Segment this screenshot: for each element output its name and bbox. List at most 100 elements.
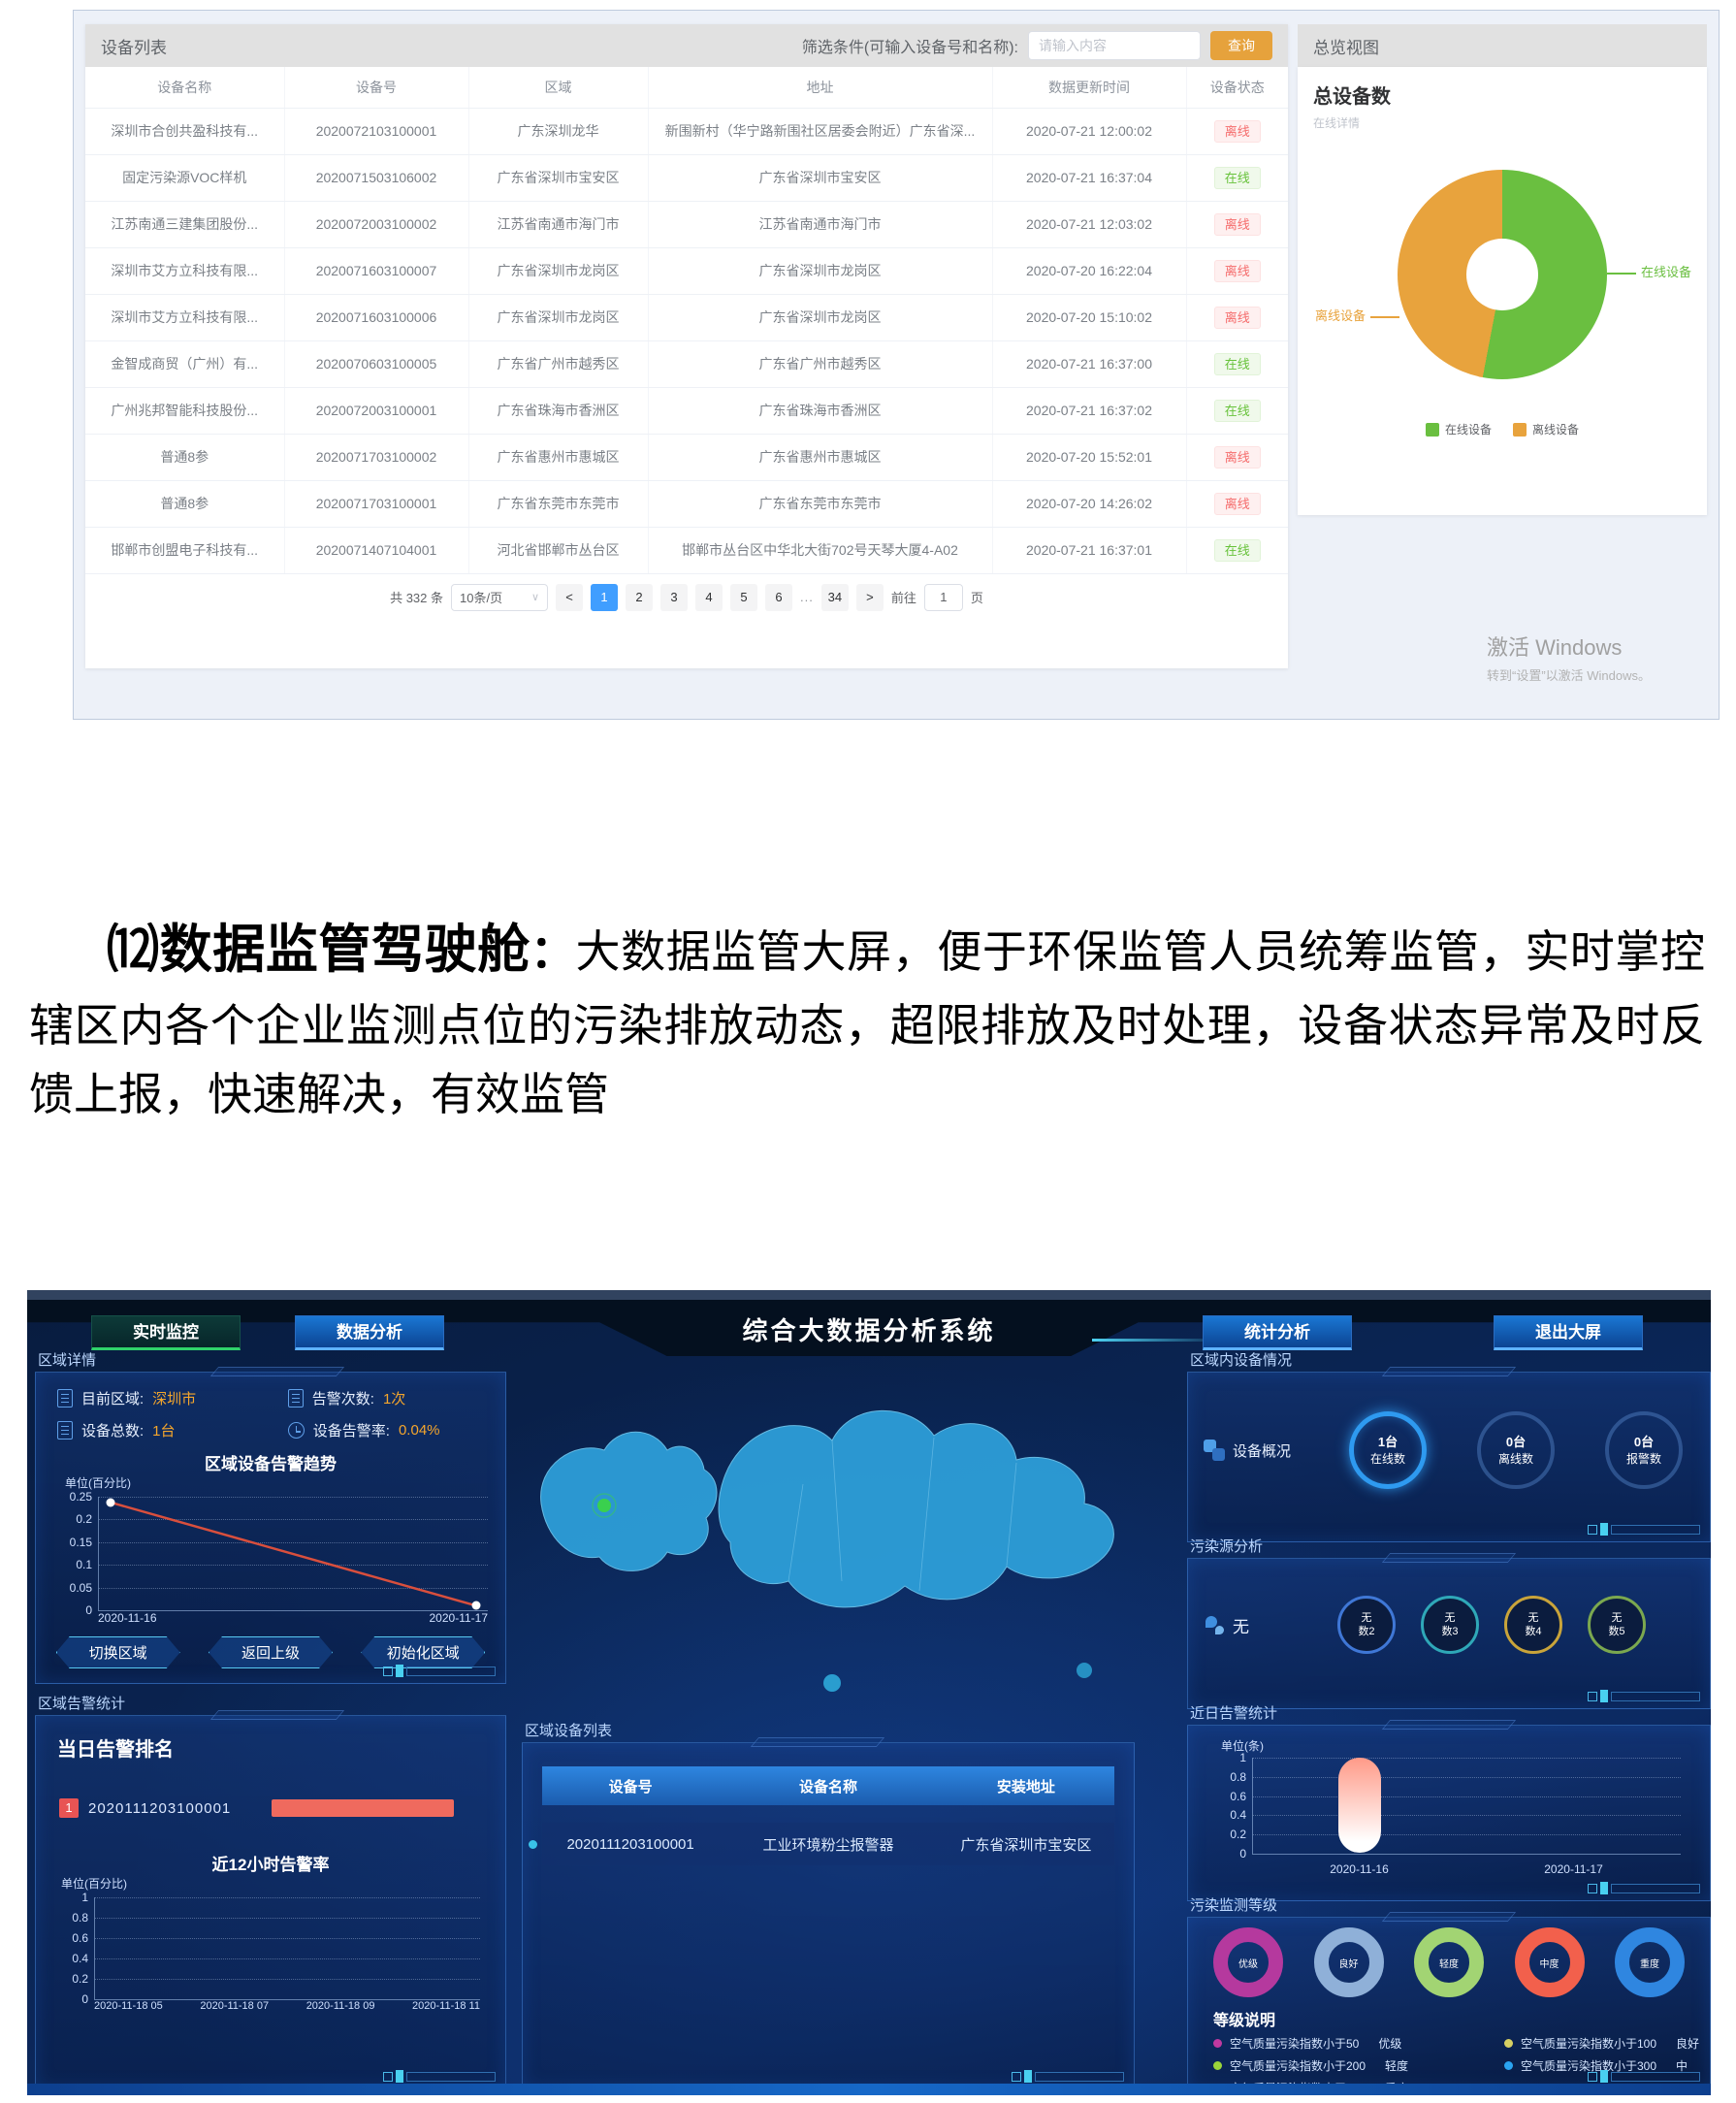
- field-device-total: 设备总数: 1台: [57, 1420, 288, 1440]
- cell-region: 广东省广州市越秀区: [468, 340, 649, 388]
- table-row: 广州兆邦智能科技股份... 2020072003100001 广东省珠海市香洲区…: [85, 387, 1288, 435]
- doc-icon: [287, 1389, 304, 1407]
- panel-scrollbar[interactable]: [383, 1665, 496, 1677]
- overview-header: 总览视图: [1298, 24, 1707, 67]
- panel-scrollbar[interactable]: [1012, 2070, 1124, 2083]
- map-device-dot[interactable]: [597, 1499, 611, 1512]
- legend-offline[interactable]: 离线设备: [1513, 421, 1579, 437]
- nav-realtime-button[interactable]: 实时监控: [91, 1315, 241, 1350]
- cell-time: 2020-07-21 16:37:01: [992, 527, 1187, 574]
- region-fields: 目前区域: 深圳市 告警次数: 1次 设备总数: 1台 设备告警率: 0.04%: [36, 1373, 505, 1440]
- level-rings: 优级 良好 轻度 中度 重度: [1188, 1918, 1710, 1997]
- panel-scrollbar[interactable]: [1588, 2070, 1700, 2083]
- cell-addr: 广东省珠海市香洲区: [648, 387, 993, 435]
- cell-time: 2020-07-20 16:22:04: [992, 247, 1187, 295]
- map-main-district[interactable]: [718, 1409, 1114, 1608]
- next-page-button[interactable]: >: [855, 583, 884, 611]
- panel-tab-decoration: [1382, 1553, 1517, 1563]
- map-decor-dot: [1077, 1663, 1092, 1678]
- online-callout: 在线设备: [1606, 262, 1691, 280]
- page-button-1[interactable]: 1: [591, 583, 619, 611]
- dashboard-table-row[interactable]: 2020111203100001 工业环境粉尘报警器 广东省深圳市宝安区: [529, 1823, 1114, 1865]
- page-ellipsis[interactable]: ...: [800, 590, 814, 604]
- col-time: 数据更新时间: [992, 67, 1187, 109]
- nav-exit-button[interactable]: 退出大屏: [1494, 1315, 1643, 1350]
- cell-no: 2020071603100006: [284, 294, 469, 341]
- table-row: 普通8参 2020071703100001 广东省东莞市东莞市 广东省东莞市东莞…: [85, 480, 1288, 528]
- nav-analysis-button[interactable]: 数据分析: [295, 1315, 444, 1350]
- cell-region: 广东省深圳市龙岗区: [468, 247, 649, 295]
- header-accent-line: [1092, 1339, 1220, 1342]
- cell-addr: 江苏省南通市海门市: [648, 201, 993, 248]
- query-button[interactable]: 查询: [1210, 31, 1272, 60]
- pagination-total: 共 332 条: [390, 591, 444, 605]
- panel-title: 区域内设备情况: [1190, 1352, 1293, 1369]
- map-west-district[interactable]: [540, 1431, 718, 1571]
- panel-scrollbar[interactable]: [1588, 1882, 1700, 1894]
- level-ring-excellent: 优级: [1213, 1927, 1283, 1997]
- cell-addr: 邯郸市丛台区中华北大街702号天琴大厦4-A02: [648, 527, 993, 574]
- panel-tab-decoration: [1382, 1912, 1517, 1922]
- cell-no: 2020071703100002: [284, 434, 469, 481]
- cell-name: 深圳市艾方立科技有限...: [85, 294, 285, 341]
- reset-region-button[interactable]: 初始化区域: [361, 1636, 485, 1668]
- device-list-header: 设备列表 筛选条件(可输入设备号和名称): 查询: [85, 24, 1288, 67]
- status-badge: 在线: [1213, 166, 1261, 189]
- cell-no: 2020071503106002: [284, 154, 469, 202]
- nav-stats-button[interactable]: 统计分析: [1203, 1315, 1352, 1350]
- col-no: 设备号: [284, 67, 469, 109]
- shenzhen-region-map[interactable]: [483, 1358, 1152, 1727]
- cell-time: 2020-07-21 16:37:00: [992, 340, 1187, 388]
- goto-page-input[interactable]: [923, 583, 963, 611]
- page-size-select[interactable]: 10条/页 ∨: [451, 583, 549, 611]
- page-button-6[interactable]: 6: [765, 583, 793, 611]
- cell-addr: 广东省惠州市惠城区: [648, 434, 993, 481]
- legend-item: 空气质量污染指数小于50 优级: [1213, 2034, 1504, 2053]
- list-index: ⑿: [107, 921, 160, 979]
- page-button-2[interactable]: 2: [626, 583, 654, 611]
- switch-region-button[interactable]: 切换区域: [56, 1636, 180, 1668]
- cell-time: 2020-07-21 12:00:02: [992, 108, 1187, 155]
- page-button-5[interactable]: 5: [730, 583, 758, 611]
- cell-name: 金智成商贸（广州）有...: [85, 340, 285, 388]
- page-size-value: 10条/页: [460, 591, 503, 605]
- field-value: 0.04%: [398, 1422, 440, 1439]
- cell-region: 江苏省南通市海门市: [468, 201, 649, 248]
- field-value: 深圳市: [152, 1391, 197, 1407]
- cell-time: 2020-07-20 15:52:01: [992, 434, 1187, 481]
- panel-title: 近日告警统计: [1190, 1705, 1278, 1722]
- device-table: 设备名称 设备号 区域 地址 数据更新时间 设备状态 深圳市合创共盈科技有...…: [85, 67, 1288, 574]
- heading-colon: ：: [530, 927, 576, 977]
- offline-count-ring: 0台 离线数: [1477, 1411, 1555, 1489]
- device-status-panel: 区域内设备情况 设备概况 1台 在线数 0台 离线数 0台 报警数: [1187, 1352, 1711, 1542]
- level-legend-title: 等级说明: [1213, 2013, 1276, 2029]
- recent-alarm-panel: 近日告警统计 单位(条) 1 0.8 0.6 0.4 0.2 0 2020-11…: [1187, 1705, 1711, 1901]
- page-button-4[interactable]: 4: [695, 583, 723, 611]
- cell-name: 广州兆邦智能科技股份...: [85, 387, 285, 435]
- filter-input[interactable]: [1028, 31, 1201, 60]
- doc-icon: [57, 1389, 73, 1407]
- cell-region: 广东省东莞市东莞市: [468, 480, 649, 528]
- legend-swatch-online: [1425, 422, 1439, 437]
- panel-title: 区域设备列表: [525, 1723, 613, 1739]
- page-button-3[interactable]: 3: [660, 583, 689, 611]
- goto-label: 前往: [890, 591, 916, 605]
- panel-scrollbar[interactable]: [383, 2070, 496, 2083]
- prev-page-button[interactable]: <: [556, 583, 584, 611]
- dashboard-table-header: 设备号 设备名称 安装地址: [542, 1766, 1114, 1805]
- device-table-header-row: 设备名称 设备号 区域 地址 数据更新时间 设备状态: [85, 67, 1288, 109]
- legend-item: 空气质量污染指数小于200 轻度: [1213, 2056, 1504, 2075]
- cell-no: 2020070603100005: [284, 340, 469, 388]
- hour-chart-title: 近12小时告警率: [211, 1856, 330, 1874]
- legend-online[interactable]: 在线设备: [1425, 421, 1492, 437]
- cell-time: 2020-07-20 15:10:02: [992, 294, 1187, 341]
- panel-scrollbar[interactable]: [1588, 1690, 1700, 1702]
- panel-scrollbar[interactable]: [1588, 1523, 1700, 1536]
- page-button-34[interactable]: 34: [820, 583, 849, 611]
- back-up-level-button[interactable]: 返回上级: [209, 1636, 333, 1668]
- cell-name: 深圳市合创共盈科技有...: [85, 108, 285, 155]
- panel-tab-decoration: [209, 1367, 345, 1376]
- table-row: 邯郸市创盟电子科技有... 2020071407104001 河北省邯郸市丛台区…: [85, 527, 1288, 574]
- cell-region: 广东省惠州市惠城区: [468, 434, 649, 481]
- legend-dot: [1504, 2039, 1513, 2048]
